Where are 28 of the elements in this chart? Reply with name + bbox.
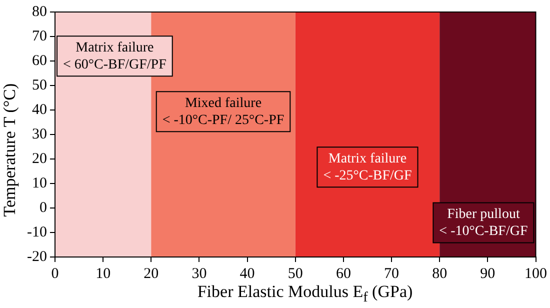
x-tick-label: 20: [144, 266, 159, 282]
y-tick-label: 40: [32, 102, 47, 118]
y-tick-label: 50: [32, 77, 47, 94]
x-tick-label: 90: [480, 266, 496, 282]
x-tick-label: 60: [336, 266, 351, 282]
y-tick-label: 10: [32, 175, 47, 192]
y-tick-label: -10: [26, 224, 47, 240]
x-tick-label: 0: [51, 266, 59, 282]
y-tick-label: 70: [32, 28, 47, 44]
y-axis-title: Temperature T (°C): [0, 82, 20, 219]
y-tick-label: 60: [32, 52, 47, 69]
x-tick-label: 70: [384, 266, 400, 282]
x-tick-label: 10: [96, 266, 111, 282]
band-label: Matrix failure < 60°C-BF/GF/PF: [62, 40, 167, 72]
x-tick-label: 30: [192, 266, 207, 282]
x-tick-label: 80: [432, 266, 448, 282]
band-label: Matrix failure < -25°C-BF/GF: [323, 151, 412, 184]
y-tick-label: 20: [32, 150, 47, 167]
y-tick-label: 0: [39, 200, 47, 216]
band-label: Mixed failure < -10°C-PF/ 25°C-PF: [162, 96, 284, 128]
y-tick-label: 80: [32, 4, 47, 20]
band-label: Fiber pullout < -10°C-BF/GF: [439, 206, 528, 239]
x-tick-label: 40: [240, 266, 255, 282]
x-tick-label: 100: [524, 266, 547, 282]
y-tick-label: -20: [26, 248, 47, 265]
x-tick-label: 50: [288, 266, 303, 282]
x-axis-title: Fiber Elastic Modulus E$_{f}$ (GPa): [196, 282, 414, 306]
y-tick-label: 30: [32, 126, 47, 142]
